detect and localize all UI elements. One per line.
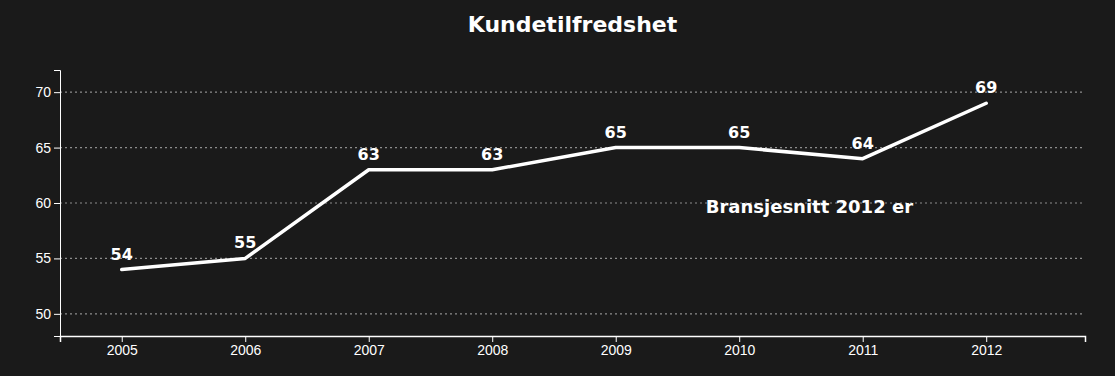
- grid: [60, 92, 1085, 314]
- marks: [122, 103, 986, 269]
- x-tick: 2010: [724, 336, 755, 358]
- y-tick-label: 50: [35, 306, 51, 322]
- x-tick: 2011: [848, 336, 878, 358]
- y-tick-label: 60: [35, 195, 51, 211]
- x-tick-label: 2007: [354, 342, 385, 358]
- x-tick-label: 2011: [848, 342, 878, 358]
- x-tick-label: 2008: [477, 342, 508, 358]
- line: [122, 103, 986, 269]
- y-tick-mark: [54, 148, 60, 149]
- y-tick-label: 65: [35, 140, 51, 156]
- chart-container: 2005 2006 2007 2008 2009 2010 2011 2012 50 55 60 65…: [0, 0, 1115, 376]
- x-tick: 2012: [971, 336, 1002, 358]
- x-tick-label: 2010: [724, 342, 755, 358]
- y-tick-mark: [54, 92, 60, 93]
- data-label: 64: [852, 134, 874, 153]
- x-axis: 2005 2006 2007 2008 2009 2010 2011 2012: [61, 336, 1086, 358]
- y-tick-mark: [54, 203, 60, 204]
- data-label: 69: [975, 78, 997, 97]
- grid-line: [60, 258, 1085, 259]
- y-tick: 60: [35, 195, 60, 211]
- grid-line: [60, 147, 1085, 148]
- y-tick-mark: [54, 314, 60, 315]
- x-tick: 2007: [354, 336, 385, 358]
- grid-line: [60, 313, 1085, 314]
- title: Kundetilfredshet: [468, 12, 678, 37]
- grid-line: [60, 92, 1085, 93]
- y-tick-label: 70: [35, 84, 51, 100]
- x-tick-label: 2006: [230, 342, 261, 358]
- x-tick-label: 2012: [971, 342, 1002, 358]
- background: [0, 0, 1115, 376]
- x-tick-label: 2009: [601, 342, 632, 358]
- y-tick: 55: [35, 250, 60, 266]
- x-axis-line: [61, 337, 1086, 343]
- y-tick-mark: [54, 258, 60, 259]
- x-tick: 2008: [477, 336, 508, 358]
- y-axis: 50 55 60 65 70: [35, 71, 60, 337]
- data-label: 54: [111, 245, 133, 264]
- y-tick: 70: [35, 84, 60, 100]
- y-tick: 50: [35, 306, 60, 322]
- data-labels: 54 55 63 63 65 65 64 69: [111, 78, 998, 263]
- y-axis-line: [54, 71, 61, 337]
- y-tick: 65: [35, 140, 60, 156]
- chart-svg: 2005 2006 2007 2008 2009 2010 2011 2012 50 55 60 65…: [0, 0, 1115, 376]
- plot: 2005 2006 2007 2008 2009 2010 2011 2012 50 55 60 65…: [35, 71, 1085, 358]
- x-tick: 2006: [230, 336, 261, 358]
- data-label: 65: [605, 123, 627, 142]
- x-tick: 2009: [601, 336, 632, 358]
- x-tick-label: 2005: [107, 342, 138, 358]
- data-label: 63: [358, 145, 380, 164]
- y-tick-label: 55: [35, 250, 51, 266]
- data-label: 55: [234, 233, 256, 252]
- annotation: Bransjesnitt 2012 er: [706, 196, 913, 217]
- data-label: 65: [728, 123, 750, 142]
- x-tick: 2005: [107, 336, 138, 358]
- data-label: 63: [481, 145, 503, 164]
- grid-line: [60, 202, 1085, 203]
